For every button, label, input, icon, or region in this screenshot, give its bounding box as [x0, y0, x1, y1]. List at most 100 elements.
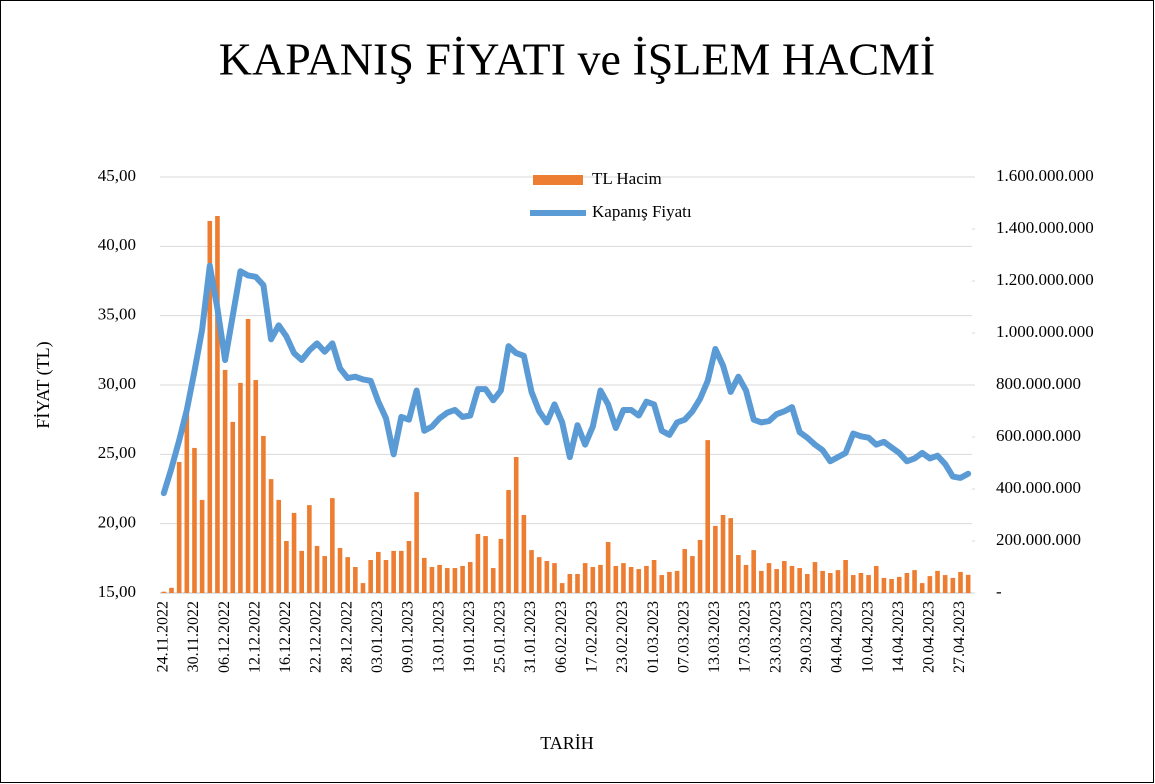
x-tick-label: 20.04.2023: [921, 601, 938, 673]
bar: [827, 572, 833, 593]
bar: [376, 551, 381, 593]
bar: [322, 556, 327, 593]
bar: [192, 447, 197, 593]
bar: [506, 490, 511, 593]
bar: [467, 562, 473, 593]
bar: [605, 542, 611, 593]
bar: [935, 570, 940, 593]
bar: [437, 564, 442, 593]
bar: [230, 421, 236, 593]
bar: [429, 567, 435, 593]
y2-tick-label: 400.000.000: [996, 478, 1081, 497]
x-tick-label: 28.12.2022: [338, 601, 355, 673]
bar: [736, 555, 741, 593]
bar: [169, 587, 174, 593]
bar: [337, 548, 343, 593]
price-line: [160, 262, 972, 497]
bar: [896, 576, 902, 593]
bar: [912, 570, 917, 593]
x-tick-label: 10.04.2023: [859, 601, 876, 673]
bar: [705, 440, 711, 593]
bar: [199, 499, 205, 593]
x-tick-label: 13.03.2023: [706, 601, 723, 673]
bar: [368, 559, 373, 593]
bar: [245, 318, 251, 593]
y-tick-label: 20,00: [98, 513, 136, 532]
bar: [291, 512, 297, 593]
y-tick-label: 40,00: [98, 235, 136, 254]
bar: [751, 550, 756, 593]
bar: [406, 541, 412, 593]
bar: [161, 591, 167, 593]
x-tick-label: 01.03.2023: [645, 601, 662, 673]
bar: [521, 515, 527, 593]
x-tick-label: 04.04.2023: [829, 601, 846, 673]
bar: [360, 583, 366, 593]
bar: [636, 569, 642, 593]
bar: [621, 563, 626, 593]
bar: [176, 461, 182, 593]
bar: [820, 570, 825, 593]
bar: [567, 574, 573, 593]
bar: [651, 559, 657, 593]
bar: [215, 216, 220, 593]
x-tick-label: 29.03.2023: [798, 601, 815, 673]
bar: [904, 572, 910, 593]
bar: [268, 479, 274, 593]
x-axis-label: TARİH: [540, 733, 594, 753]
bar: [850, 575, 856, 593]
bar: [667, 571, 672, 593]
bar: [222, 369, 228, 593]
x-tick-label: 17.03.2023: [737, 601, 754, 673]
bar: [889, 578, 894, 593]
bar: [713, 525, 718, 593]
bar: [582, 563, 588, 593]
x-tick-label: 24.11.2022: [155, 601, 172, 672]
bar: [552, 563, 557, 593]
bar: [720, 515, 726, 593]
x-tick-label: 16.12.2022: [277, 601, 294, 673]
y-tick-label: 45,00: [98, 166, 136, 185]
bar: [483, 536, 488, 593]
bar: [498, 538, 504, 593]
bar: [544, 561, 550, 593]
bar: [529, 550, 534, 593]
bar: [958, 571, 963, 593]
bar: [674, 570, 680, 593]
x-tick-label: 30.11.2022: [185, 601, 202, 672]
bar: [444, 568, 450, 593]
bar: [299, 550, 305, 593]
legend-label: TL Hacim: [592, 169, 662, 188]
bar: [858, 572, 864, 593]
x-tick-label: 09.01.2023: [400, 601, 417, 673]
y2-tick-label: 200.000.000: [996, 530, 1081, 549]
bar: [460, 565, 465, 593]
bar: [414, 492, 419, 593]
y-tick-label: 30,00: [98, 374, 136, 393]
x-tick-label: 03.01.2023: [369, 601, 386, 673]
bar: [383, 559, 389, 593]
x-tick-label: 31.01.2023: [522, 601, 539, 673]
bar: [805, 574, 810, 593]
bar: [644, 565, 649, 593]
bar: [659, 575, 665, 593]
chart-title: KAPANIŞ FİYATI ve İŞLEM HACMİ: [219, 34, 935, 85]
x-tick-label: 25.01.2023: [492, 601, 509, 673]
legend-swatch: [533, 175, 583, 185]
bar: [238, 382, 243, 593]
bar: [789, 565, 795, 593]
x-tick-label: 22.12.2022: [308, 601, 325, 673]
bar: [942, 575, 948, 593]
bar: [628, 567, 634, 593]
bar: [950, 577, 956, 593]
bar: [728, 518, 733, 593]
x-tick-label: 23.03.2023: [767, 601, 784, 673]
bar: [513, 457, 519, 593]
bar: [873, 565, 879, 593]
bar: [307, 505, 312, 593]
bar: [613, 565, 619, 593]
bar: [314, 545, 320, 593]
bar: [536, 557, 542, 593]
y2-tick-label: -: [996, 582, 1002, 601]
y-axis-label: FİYAT (TL): [33, 341, 54, 428]
